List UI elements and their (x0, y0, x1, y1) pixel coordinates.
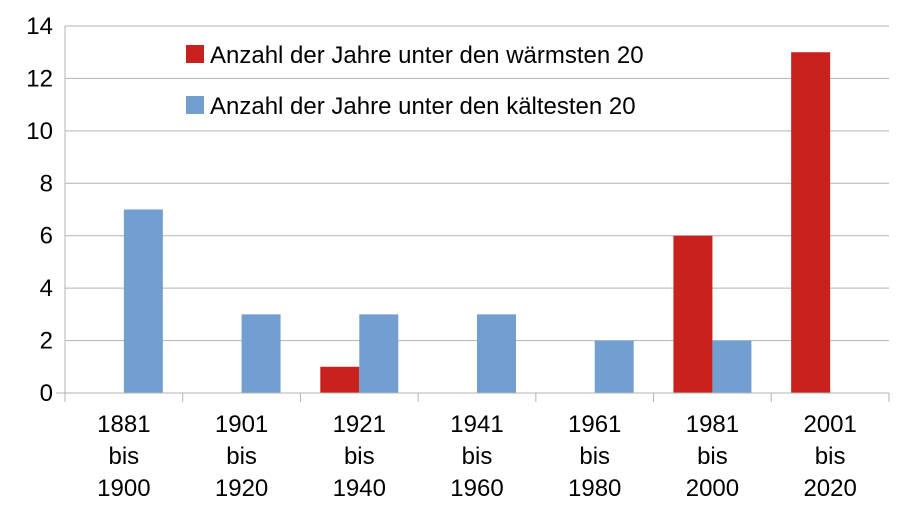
legend-swatch-coldest (186, 96, 204, 114)
y-tick-labels: 0 2 4 6 8 10 12 14 (26, 13, 53, 407)
x-category-label: 1961 (568, 411, 621, 438)
x-category-label: bis (579, 443, 610, 470)
x-category-label: 1881 (97, 411, 150, 438)
bar-warmest-6 (791, 52, 831, 393)
y-tick-label: 12 (26, 65, 53, 92)
x-category-label: bis (109, 443, 140, 470)
y-tick-label: 6 (40, 223, 53, 250)
legend-label-warmest: Anzahl der Jahre unter den wärmsten 20 (210, 42, 644, 69)
x-category-labels: 1881 bis 1900 1901 bis 1920 1921 bis 1940 1941 bis… (97, 411, 857, 502)
axes (56, 26, 890, 402)
x-category-label: 2000 (686, 475, 739, 502)
y-tick-label: 8 (40, 170, 53, 197)
x-category-label: 1901 (215, 411, 268, 438)
bar-warmest-5 (673, 235, 713, 393)
bar-coldest-4 (594, 340, 634, 393)
bar-coldest-0 (123, 209, 163, 393)
bar-coldest-3 (477, 314, 516, 393)
y-tick-label: 10 (26, 118, 53, 145)
x-category-label: 2020 (803, 475, 856, 502)
x-category-label: 1920 (215, 475, 268, 502)
x-category-label: 2001 (803, 411, 856, 438)
bar-coldest-1 (241, 314, 281, 393)
x-category-label: bis (697, 443, 728, 470)
x-category-label: 1941 (450, 411, 503, 438)
legend-label-coldest: Anzahl der Jahre unter den kältesten 20 (210, 93, 636, 120)
x-category-label: 1981 (686, 411, 739, 438)
x-category-label: bis (815, 443, 846, 470)
x-category-label: 1940 (333, 475, 386, 502)
y-tick-label: 2 (40, 328, 53, 355)
legend: Anzahl der Jahre unter den wärmsten 20 A… (186, 42, 644, 120)
x-category-label: 1900 (97, 475, 150, 502)
y-tick-label: 0 (40, 380, 53, 407)
x-category-label: 1921 (333, 411, 386, 438)
legend-swatch-warmest (186, 45, 204, 63)
bar-coldest-2 (359, 314, 399, 393)
bar-warmest-2 (320, 366, 360, 393)
x-category-label: 1980 (568, 475, 621, 502)
x-category-label: 1960 (450, 475, 503, 502)
bar-coldest-5 (712, 340, 752, 393)
bars (123, 52, 831, 393)
grid (65, 25, 889, 394)
x-category-label: bis (344, 443, 375, 470)
x-category-label: bis (226, 443, 257, 470)
y-tick-label: 4 (40, 275, 53, 302)
x-category-label: bis (462, 443, 493, 470)
y-tick-label: 14 (26, 13, 53, 40)
